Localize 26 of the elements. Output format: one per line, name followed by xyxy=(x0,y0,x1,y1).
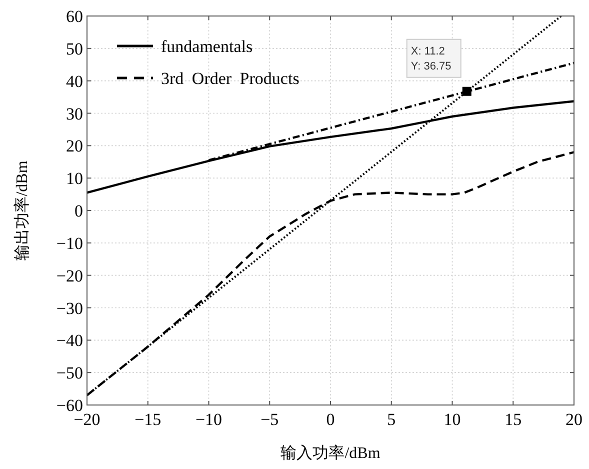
y-tick-label: 0 xyxy=(74,202,83,220)
y-tick-label: 60 xyxy=(66,7,83,26)
legend-label: fundamentals xyxy=(161,37,253,56)
x-tick-label: 0 xyxy=(326,410,335,429)
x-axis-title: 输入功率/dBm xyxy=(280,444,381,462)
x-tick-label: 10 xyxy=(444,410,461,429)
y-tick-label: 40 xyxy=(66,72,83,91)
x-tick-label: 20 xyxy=(566,410,582,429)
annotation: X: 11.2 Y: 36.75 xyxy=(410,45,452,72)
y-axis-title: 输出功率/dBm xyxy=(13,160,31,260)
y-tick-label: −20 xyxy=(56,266,83,286)
y-tick-label: 50 xyxy=(66,39,83,58)
y-tick-label: −60 xyxy=(56,396,83,415)
y-tick-label: −10 xyxy=(56,234,83,253)
y-tick-label: −30 xyxy=(56,298,83,318)
x-tick-label: 5 xyxy=(387,410,396,429)
y-tick-label: 20 xyxy=(66,136,83,156)
x-tick-label: −15 xyxy=(134,410,162,429)
x-tick-label: −5 xyxy=(260,410,279,429)
y-tick-label: 30 xyxy=(66,104,83,124)
y-tick-label: 10 xyxy=(66,169,83,188)
x-tick-label: −10 xyxy=(195,410,222,429)
x-tick-label: 15 xyxy=(504,410,522,429)
y-tick-label: −40 xyxy=(56,331,83,350)
y-tick-label: −50 xyxy=(56,364,83,383)
legend-label: 3rd Order Products xyxy=(161,69,300,88)
